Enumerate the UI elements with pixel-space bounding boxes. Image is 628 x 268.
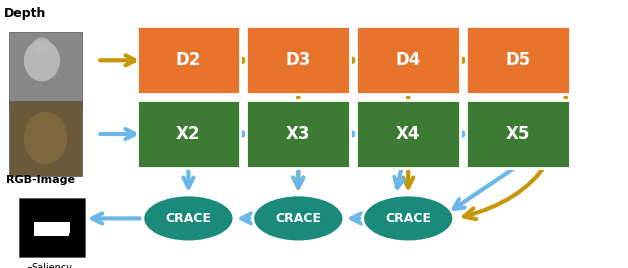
Text: Prediction: Prediction [27, 267, 76, 268]
FancyBboxPatch shape [19, 198, 85, 257]
Text: X3: X3 [286, 125, 311, 143]
Ellipse shape [24, 112, 67, 164]
FancyBboxPatch shape [9, 100, 82, 176]
Text: X5: X5 [506, 125, 530, 143]
FancyBboxPatch shape [9, 32, 82, 107]
Text: D3: D3 [286, 51, 311, 69]
Text: RGB-Image: RGB-Image [6, 174, 75, 185]
Text: Saliency: Saliency [31, 263, 72, 268]
FancyBboxPatch shape [246, 26, 350, 95]
Text: D2: D2 [176, 51, 201, 69]
FancyBboxPatch shape [466, 26, 570, 95]
FancyBboxPatch shape [246, 100, 350, 168]
Text: CRACE: CRACE [275, 212, 322, 225]
Text: CRACE: CRACE [165, 212, 212, 225]
FancyBboxPatch shape [136, 26, 240, 95]
Bar [35, 223, 69, 236]
Text: Depth: Depth [4, 7, 46, 20]
Ellipse shape [143, 195, 234, 242]
Bar [40, 222, 64, 232]
Text: X2: X2 [176, 125, 201, 143]
Bar [34, 222, 70, 233]
Ellipse shape [363, 195, 453, 242]
Ellipse shape [24, 40, 60, 81]
FancyBboxPatch shape [136, 100, 240, 168]
FancyBboxPatch shape [466, 100, 570, 168]
Ellipse shape [252, 195, 344, 242]
Text: D4: D4 [396, 51, 421, 69]
FancyBboxPatch shape [357, 26, 460, 95]
FancyBboxPatch shape [357, 100, 460, 168]
Ellipse shape [33, 38, 51, 54]
Text: X4: X4 [396, 125, 421, 143]
Text: D5: D5 [506, 51, 531, 69]
Text: CRACE: CRACE [385, 212, 431, 225]
